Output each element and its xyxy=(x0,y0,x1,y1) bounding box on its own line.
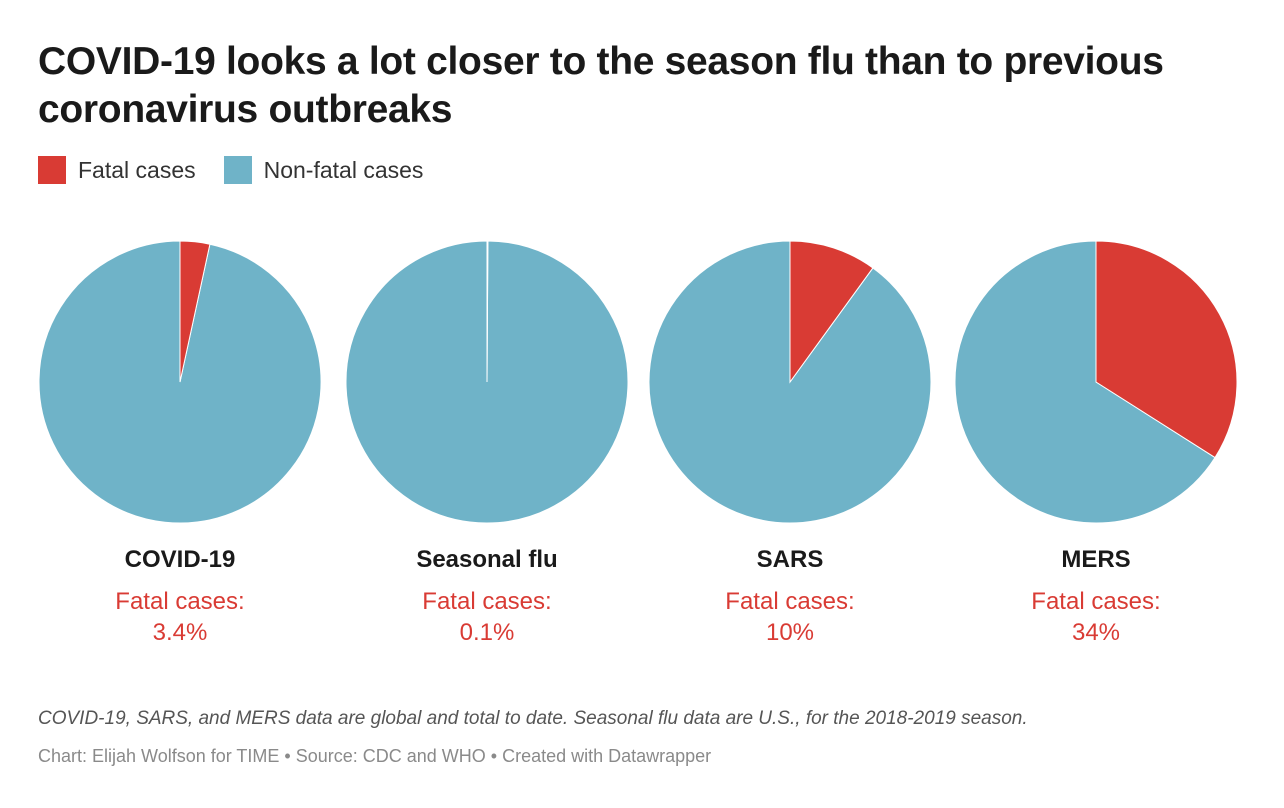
fatal-rate-label: Fatal cases: xyxy=(725,588,855,615)
chart-title: COVID-19 looks a lot closer to the seaso… xyxy=(38,40,1164,131)
fatal-rate-value: 10% xyxy=(765,619,815,646)
fatal-rate-label: Fatal cases: xyxy=(1031,588,1161,615)
footnote: COVID-19, SARS, and MERS data are global… xyxy=(38,708,1028,729)
fatal-rate-value: 0.1% xyxy=(459,619,515,646)
pie-covid-19 xyxy=(38,240,322,524)
fatal-rate-value: 3.4% xyxy=(152,619,208,646)
pie-fatal-rate: Fatal cases: 34% xyxy=(946,586,1246,648)
pie-fatal-rate: Fatal cases: 0.1% xyxy=(337,586,637,648)
pie-slice-fatal xyxy=(1095,240,1238,459)
legend: Fatal cases Non-fatal cases xyxy=(38,156,423,184)
pie-name-label: COVID-19 xyxy=(124,546,236,573)
pie-name-label: Seasonal flu xyxy=(416,546,558,573)
credit-line: Chart: Elijah Wolfson for TIME • Source:… xyxy=(38,746,712,766)
legend-swatch-fatal xyxy=(38,156,66,184)
pie-sars xyxy=(648,240,932,524)
legend-label-nonfatal: Non-fatal cases xyxy=(263,156,424,183)
pie-seasonal-flu xyxy=(345,240,629,524)
fatal-rate-value: 34% xyxy=(1071,619,1121,646)
pie-slice-fatal xyxy=(789,240,874,384)
fatal-rate-label: Fatal cases: xyxy=(422,588,552,615)
pie-charts-svg xyxy=(38,240,1238,524)
pie-fatal-rate: Fatal cases: 10% xyxy=(640,586,940,648)
pie-slice-fatal xyxy=(179,240,211,383)
legend-label-fatal: Fatal cases xyxy=(78,156,196,183)
pie-name-label: SARS xyxy=(756,546,824,573)
legend-item-fatal: Fatal cases xyxy=(38,156,196,184)
pie-slice-fatal xyxy=(486,240,489,383)
pie-mers xyxy=(954,240,1238,524)
pie-name-label: MERS xyxy=(1061,546,1131,573)
fatal-rate-label: Fatal cases: xyxy=(115,588,245,615)
legend-swatch-nonfatal xyxy=(223,156,252,184)
pie-charts-area: COVID-19 Fatal cases: 3.4% Seasonal flu Fata… xyxy=(0,230,1284,660)
legend-item-nonfatal: Non-fatal cases xyxy=(223,156,424,184)
pie-slice-nonfatal xyxy=(954,240,1216,524)
pie-fatal-rate: Fatal cases: 3.4% xyxy=(30,586,330,648)
